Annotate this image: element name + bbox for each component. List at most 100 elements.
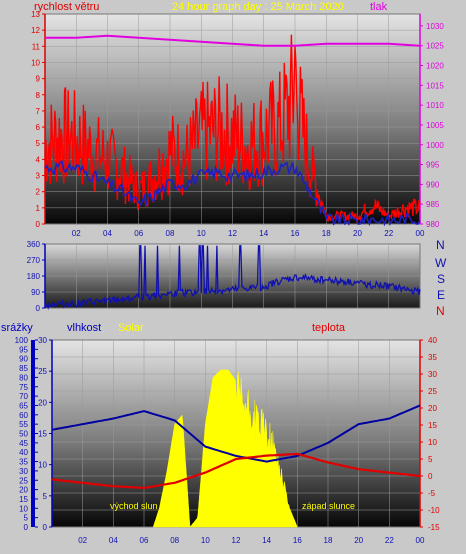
wind-gust-line [44,34,421,224]
precip-y-tick-label: 100 [15,336,29,345]
weather-x-tick-label: 18 [324,536,333,545]
wind-speed-label: rychlost větru [34,1,99,13]
weather-x-tick-label: 02 [78,536,87,545]
temp-y-tick-label: -5 [428,489,436,498]
weather-x-tick-label: 10 [201,536,210,545]
precip-y-tick-label: 35 [19,458,28,467]
compass-e: E [437,288,445,302]
temperature-line [51,452,421,490]
weather-x-tick-label: 20 [354,536,363,545]
direction-y-tick-label: 360 [27,240,41,249]
wind-x-tick-label: 22 [384,229,393,238]
precip-y-tick-label: 15 [19,495,28,504]
precip-y-tick-label: 75 [19,383,28,392]
wind-y-tick-label: 11 [32,42,41,51]
precip-y-tick-label: 50 [19,430,28,439]
wind-y-tick-label: 4 [36,155,41,164]
precip-y-tick-label: 70 [19,392,28,401]
wind-y-tick-label: 9 [36,75,41,84]
wind-x-tick-label: 20 [353,229,362,238]
humidity-y-tick-label: 20 [38,398,47,407]
precip-y-tick-label: 80 [19,373,28,382]
weather-x-tick-label: 06 [140,536,149,545]
chart-title: 24 hour graph day : 25 March 2020 [172,1,344,13]
temp-y-tick-label: 5 [428,455,433,464]
precip-y-tick-label: 10 [19,504,28,513]
humidity-y-tick-label: 0 [43,523,48,532]
temperature-label: teplota [312,322,346,334]
precip-y-tick-label: 60 [19,411,28,420]
wind-x-tick-label: 14 [259,229,268,238]
wind-x-tick-label: 10 [197,229,206,238]
sunrise-annotation: východ slun [110,501,158,511]
precip-y-tick-label: 90 [19,355,28,364]
humidity-y-tick-label: 30 [38,336,47,345]
precip-y-tick-label: 95 [19,345,28,354]
precip-y-tick-label: 40 [19,448,28,457]
temp-y-tick-label: -15 [428,523,440,532]
direction-y-tick-label: 270 [27,256,41,265]
weather-x-tick-label: 00 [416,536,425,545]
precip-y-tick-label: 85 [19,364,28,373]
direction-y-tick-label: 90 [31,288,40,297]
compass-n-top: N [436,238,445,252]
weather-x-tick-label: 16 [293,536,302,545]
wind-x-tick-label: 06 [134,229,143,238]
pressure-y-tick-label: 985 [426,200,440,209]
humidity-label: vlhkost [67,322,101,334]
pressure-line [45,34,421,47]
pressure-label: tlak [370,1,388,13]
precip-y-tick-label: 45 [19,439,28,448]
pressure-y-tick-label: 1000 [426,141,444,150]
humidity-y-tick-label: 5 [43,492,48,501]
weather-x-tick-label: 08 [170,536,179,545]
temp-y-tick-label: 40 [428,336,437,345]
solar-area [152,369,298,528]
wind-y-tick-label: 2 [36,188,41,197]
precip-label: srážky [1,322,33,334]
pressure-y-tick-label: 1030 [426,22,444,31]
wind-y-tick-label: 6 [36,123,41,132]
wind-y-tick-label: 10 [31,58,40,67]
compass-w: W [435,256,447,270]
precip-y-tick-label: 65 [19,401,28,410]
wind-y-tick-label: 1 [36,204,41,213]
solar-label: Solar [118,322,144,334]
wind-x-tick-label: 00 [416,229,425,238]
pressure-y-tick-label: 1005 [426,121,444,130]
wind-y-tick-label: 3 [36,172,41,181]
wind-y-tick-label: 7 [36,107,41,116]
wind-x-tick-label: 02 [72,229,81,238]
pressure-y-tick-label: 1015 [426,81,444,90]
wind-y-tick-label: 8 [36,91,41,100]
temp-y-tick-label: 0 [428,472,433,481]
temp-y-tick-label: 35 [428,353,437,362]
compass-n-bottom: N [436,304,445,318]
precip-y-tick-label: 25 [19,476,28,485]
wind-x-tick-label: 18 [322,229,331,238]
humidity-y-tick-label: 10 [38,461,47,470]
wind-x-tick-label: 12 [228,229,237,238]
wind-x-tick-label: 08 [166,229,175,238]
humidity-line [51,404,421,463]
weather-x-tick-label: 22 [385,536,394,545]
wind-direction-line [44,245,421,311]
precip-y-tick-label: 5 [24,514,29,523]
compass-s: S [437,272,445,286]
pressure-y-tick-label: 995 [426,161,440,170]
pressure-y-tick-label: 980 [426,220,440,229]
precip-y-tick-label: 55 [19,420,28,429]
pressure-y-tick-label: 990 [426,180,440,189]
wind-x-tick-label: 04 [103,229,112,238]
weather-x-tick-label: 14 [262,536,271,545]
temp-y-tick-label: 30 [428,370,437,379]
weather-x-tick-label: 04 [109,536,118,545]
pressure-y-tick-label: 1025 [426,42,444,51]
humidity-y-tick-label: 25 [38,367,47,376]
temp-y-tick-label: 10 [428,438,437,447]
precip-y-tick-label: 30 [19,467,28,476]
temp-y-tick-label: -10 [428,506,440,515]
temp-y-tick-label: 25 [428,387,437,396]
weather-x-tick-label: 12 [232,536,241,545]
